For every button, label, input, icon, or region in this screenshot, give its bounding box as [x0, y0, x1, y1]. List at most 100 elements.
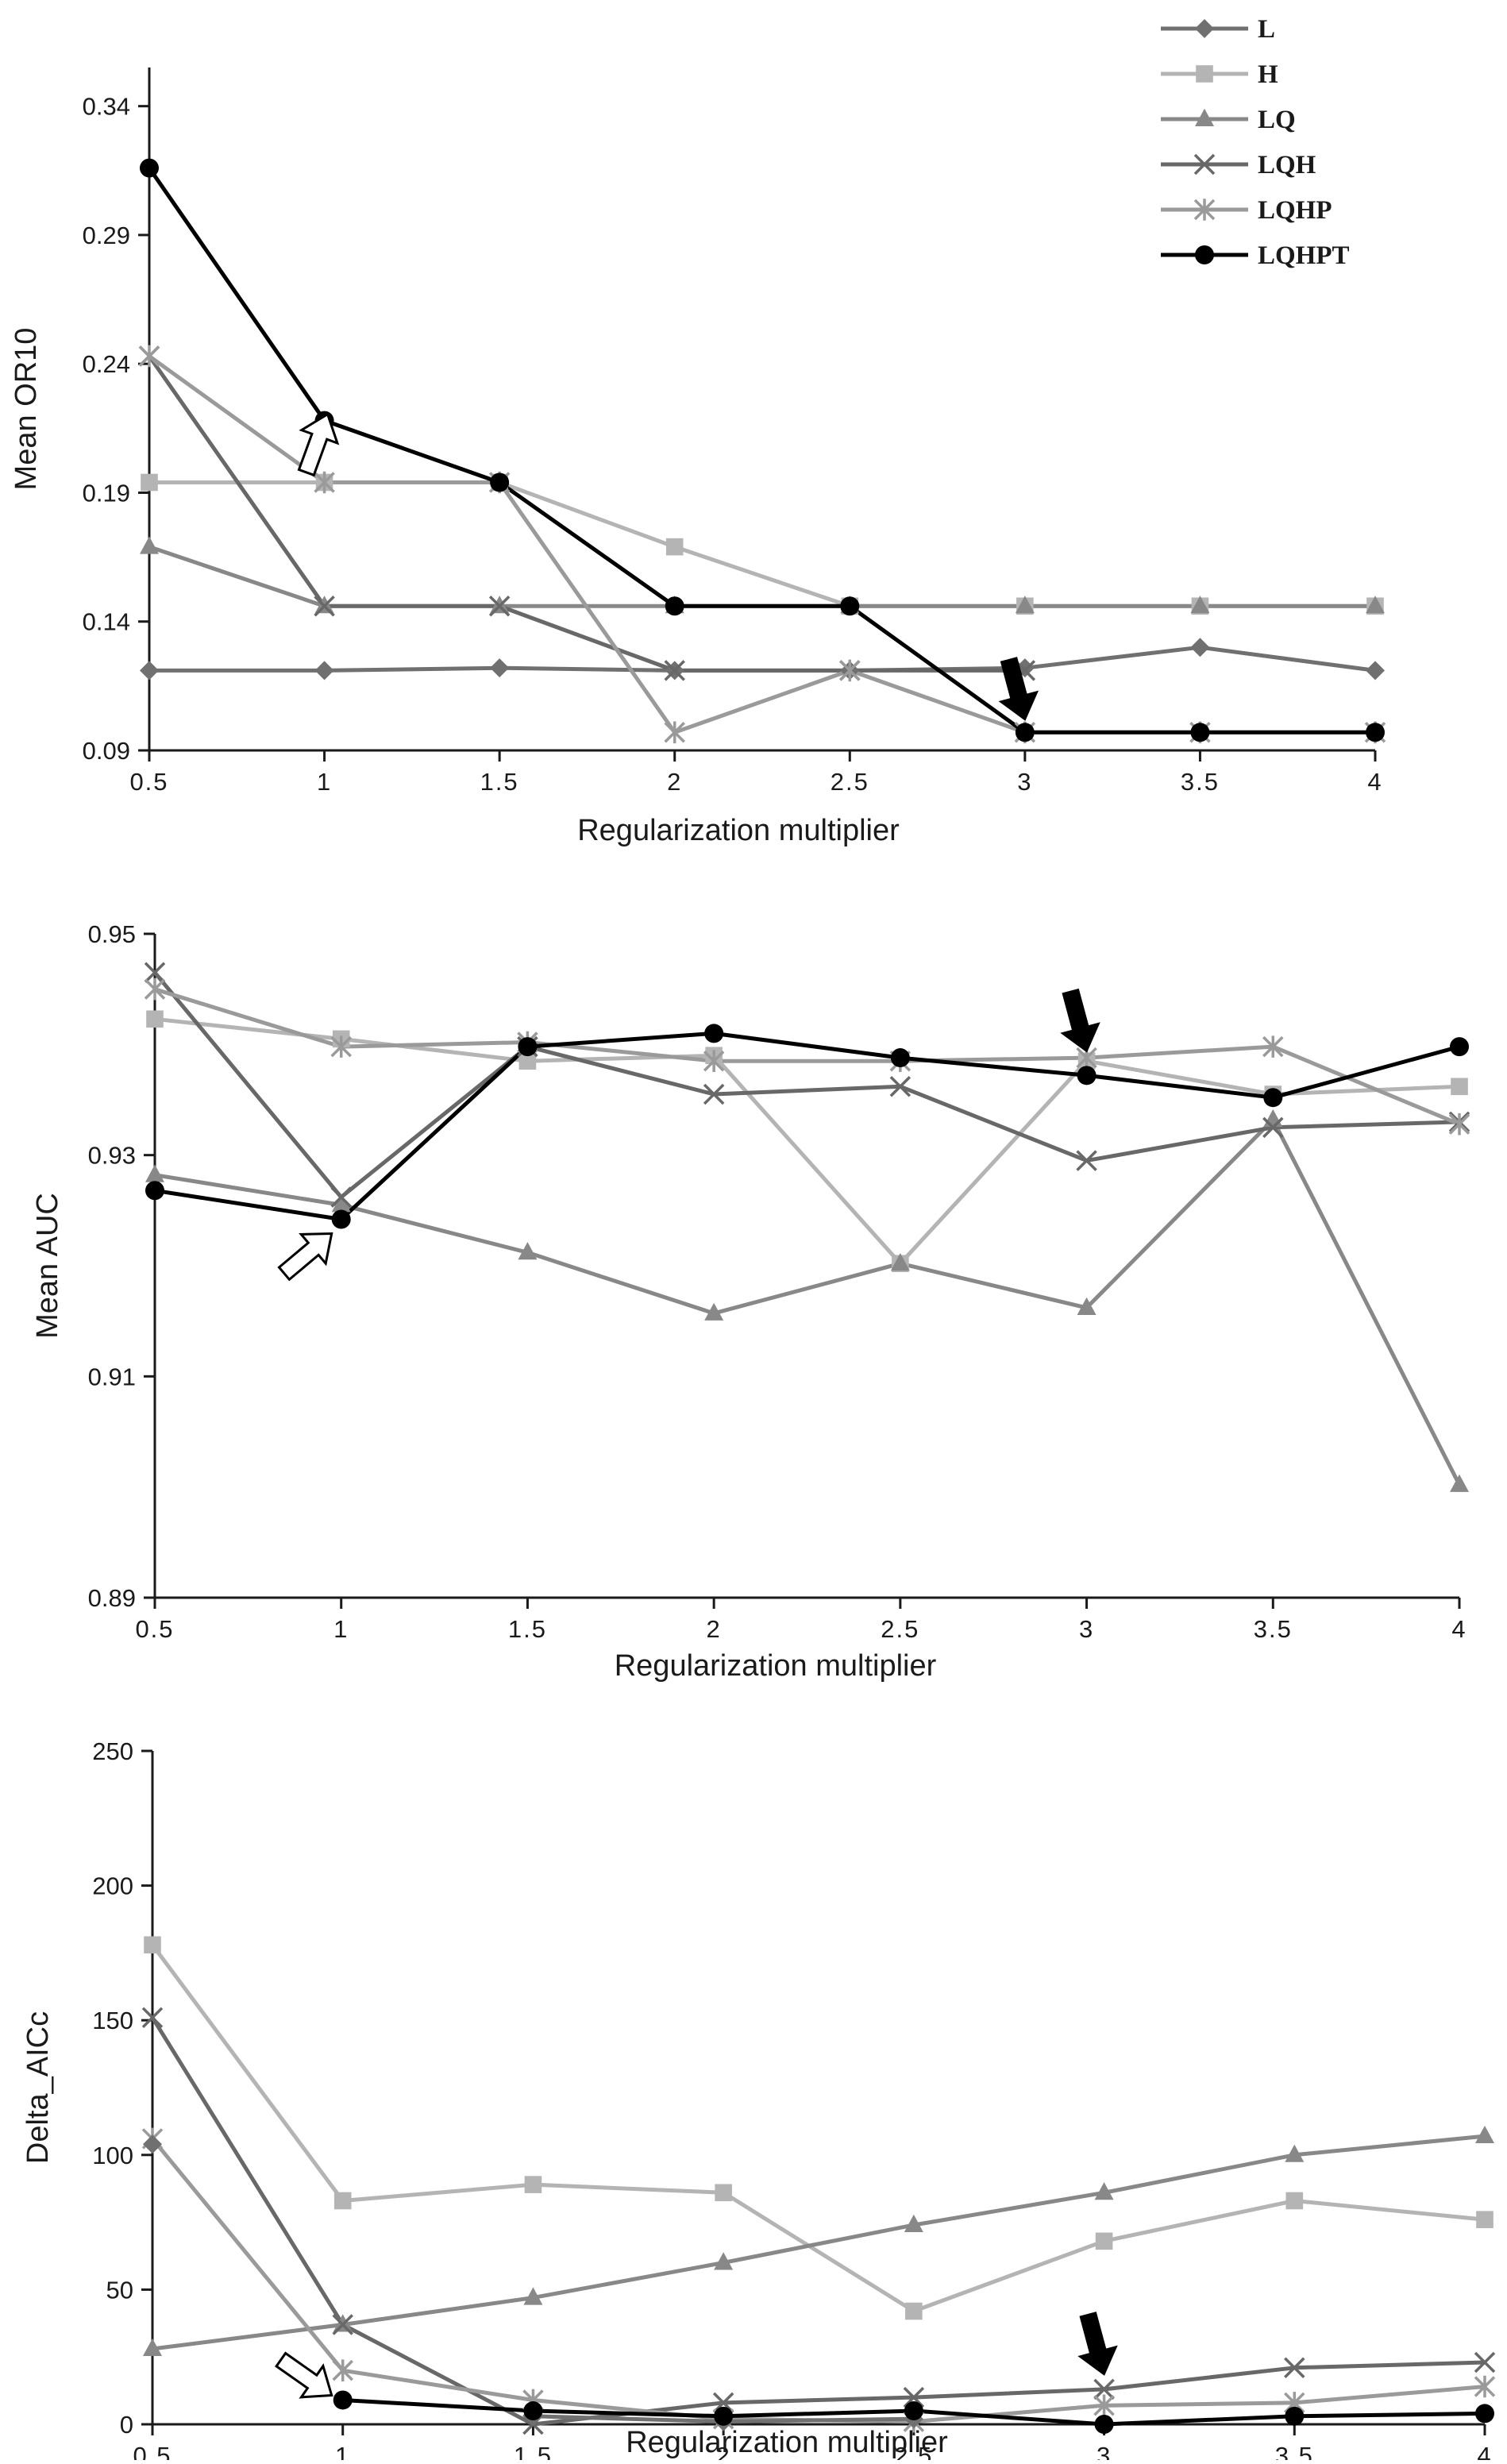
y-axis-title: Mean AUC: [31, 1193, 64, 1339]
legend-marker-lqhpt: [1195, 245, 1214, 264]
data-point-h: [1095, 2232, 1113, 2250]
data-point-lq: [331, 1194, 351, 1213]
data-point-lq: [1077, 1297, 1097, 1315]
data-point-l: [1190, 638, 1210, 657]
x-tick-label: 3: [1079, 1615, 1094, 1643]
x-tick-label: 1.5: [480, 768, 519, 796]
data-point-lqhpt: [1190, 723, 1210, 742]
data-point-lqhp: [703, 1050, 725, 1073]
x-axis-title: Regularization multiplier: [577, 814, 900, 847]
x-tick-label: 0.5: [135, 1615, 174, 1643]
data-point-h: [1285, 2192, 1304, 2210]
data-point-lq: [1366, 596, 1385, 614]
data-point-h: [144, 1936, 161, 1954]
data-point-lqhpt: [518, 1037, 538, 1057]
data-point-lqhpt: [714, 2406, 734, 2426]
legend-label-l: L: [1258, 15, 1275, 44]
y-tick-label: 100: [92, 2142, 133, 2169]
data-point-lq: [1190, 596, 1210, 614]
y-tick-label: 0: [120, 2411, 133, 2439]
legend-marker-lqhp: [1193, 199, 1216, 221]
hollow-arrow: [277, 1232, 333, 1282]
y-tick-label: 0.89: [88, 1584, 136, 1612]
data-point-h: [665, 538, 684, 556]
data-point-h: [715, 2184, 732, 2202]
legend-label-lqh: LQH: [1258, 151, 1316, 179]
auc-chart-panel: 0.89 0.91 0.93 0.95 0.5 1 1.5 2 2.5 3 3.5 4 Regulari…: [31, 920, 1470, 1683]
data-point-lqhpt: [331, 1209, 351, 1229]
series-line-lqhp: [148, 354, 1375, 735]
data-point-lqhp: [1262, 1035, 1284, 1058]
data-point-lqh: [144, 962, 166, 984]
y-tick-label: 0.09: [83, 737, 130, 765]
data-point-lqhpt: [490, 472, 510, 492]
data-point-lqhpt: [333, 2390, 353, 2410]
legend-label-lqhpt: LQHPT: [1258, 241, 1350, 270]
y-tick-label: 50: [106, 2276, 133, 2304]
y-tick-label: 0.95: [88, 920, 136, 948]
solid-arrow: [1060, 988, 1100, 1053]
series-line-h: [149, 480, 1375, 608]
data-point-lq: [140, 536, 159, 554]
data-point-lqh: [332, 2314, 353, 2335]
legend-marker-l: [1195, 19, 1214, 38]
data-point-lq: [904, 2214, 923, 2232]
series-line-lqhp: [154, 987, 1460, 1127]
legend-label-lq: LQ: [1258, 106, 1296, 134]
data-point-lqhpt: [145, 1181, 164, 1201]
x-tick-label: 2: [667, 768, 682, 796]
series-line-lqh: [150, 2016, 1486, 2427]
data-point-lqhp: [144, 978, 166, 1001]
data-point-lq: [1263, 1109, 1283, 1128]
series-line-lqhpt: [154, 1031, 1460, 1221]
data-point-lqhp: [314, 471, 335, 494]
data-point-lqhp: [1474, 2375, 1496, 2398]
y-tick-label: 0.93: [88, 1142, 136, 1170]
x-tick-label: 1.5: [514, 2442, 553, 2460]
x-tick-label: 2: [716, 2442, 731, 2460]
solid-arrow: [998, 657, 1039, 721]
data-point-lqh: [488, 596, 511, 617]
x-tick-label: 0.5: [129, 768, 168, 796]
data-point-l: [490, 658, 510, 678]
x-tick-label: 4: [1451, 1615, 1467, 1643]
series-line-lq: [152, 2134, 1486, 2351]
series-line-lqh: [153, 971, 1460, 1200]
data-point-lqhp: [1093, 2394, 1115, 2417]
series-line-lq: [154, 1117, 1462, 1486]
data-point-l: [140, 661, 159, 681]
data-point-lqhpt: [523, 2401, 543, 2421]
data-point-h: [146, 1010, 164, 1028]
y-tick-label: 0.34: [83, 93, 130, 121]
data-point-lq: [523, 2287, 543, 2305]
data-point-lqhpt: [840, 596, 860, 616]
data-point-lqhpt: [1263, 1088, 1283, 1108]
data-point-lqh: [703, 1083, 725, 1105]
data-point-lqhpt: [1094, 2415, 1114, 2434]
data-point-lqh: [141, 2007, 164, 2029]
y-tick-label: 0.14: [83, 608, 130, 636]
x-tick-label: 3: [1017, 768, 1032, 796]
data-point-lqhpt: [704, 1024, 724, 1043]
series-line-lqhpt: [147, 167, 1375, 735]
data-point-lq: [143, 2338, 162, 2357]
data-point-lq: [145, 1164, 164, 1182]
x-tick-label: 1: [317, 768, 332, 796]
data-point-lqhpt: [140, 158, 159, 178]
data-point-lqh: [1093, 2378, 1115, 2400]
data-point-lqhpt: [1366, 723, 1385, 742]
data-point-lqh: [1474, 2351, 1496, 2373]
x-tick-label: 4: [1367, 768, 1382, 796]
data-point-lqh: [314, 596, 335, 617]
legend-label-lqhp: LQHP: [1258, 196, 1332, 225]
data-point-lqhpt: [1015, 723, 1035, 742]
data-point-lqhp: [839, 659, 861, 682]
data-point-lq: [1475, 2125, 1494, 2144]
series-line-lqh: [147, 355, 1025, 673]
data-point-lq: [518, 1242, 538, 1260]
data-point-lq: [1450, 1474, 1469, 1492]
y-tick-label: 0.29: [83, 222, 130, 249]
data-point-lqh: [330, 1186, 352, 1208]
